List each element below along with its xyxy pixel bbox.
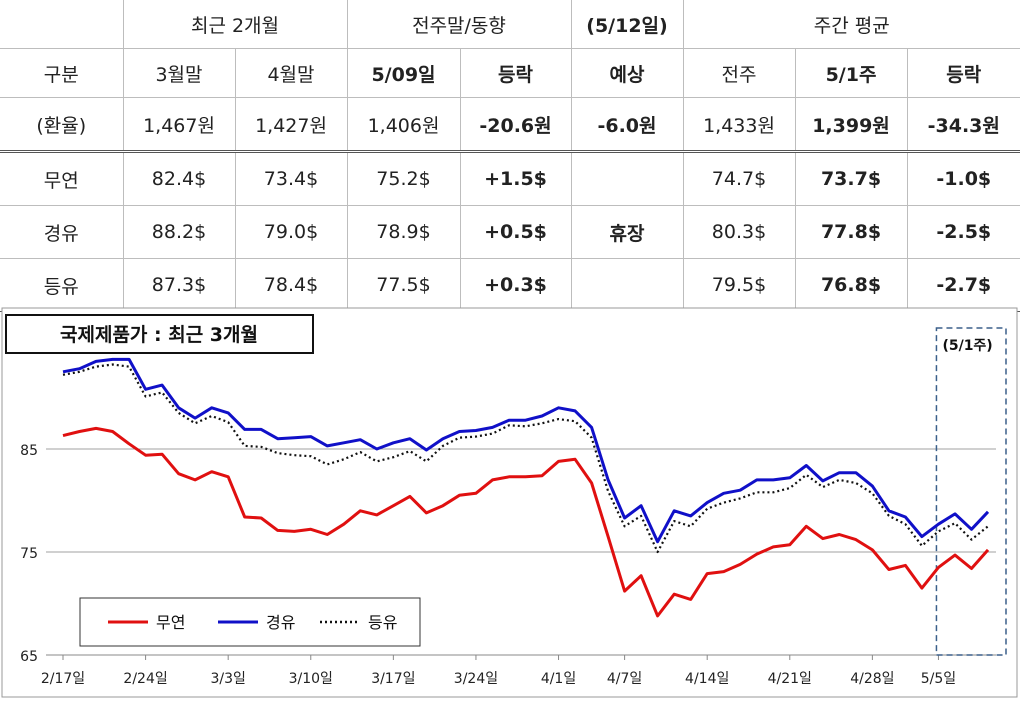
series-kerosene-line — [62, 363, 989, 554]
row-label: 무연 — [0, 151, 123, 206]
x-tick-label: 4/14일 — [685, 671, 729, 687]
x-tick-label: 2/24일 — [123, 671, 167, 687]
header-change2: 등락 — [906, 48, 1020, 98]
x-tick-label: 4/1일 — [541, 671, 576, 687]
week-highlight-box — [935, 327, 1007, 656]
cell-change2: -2.7$ — [906, 258, 1020, 312]
x-tick-label: 5/5일 — [921, 671, 956, 687]
cell-change2: -34.3원 — [906, 97, 1020, 153]
cell-prev: 80.3$ — [682, 205, 795, 259]
header-weekly-average: 주간 평균 — [682, 0, 1020, 49]
cell-prev: 1,433원 — [682, 97, 795, 153]
cell-forecast-blank — [570, 258, 683, 312]
row-label: 등유 — [0, 258, 123, 312]
cell-forecast-blank — [570, 151, 683, 206]
table-row-exchange: (환율) 1,467원 1,427원 1,406원 -20.6원 -6.0원 1… — [0, 97, 1020, 153]
header-apr-end: 4월말 — [234, 48, 347, 98]
price-chart-area: 65 75 85 2/17일 2/24일 3/3일 3/10일 3/17일 3/24일 4/1일 4… — [0, 306, 1020, 700]
table-row-gasoline: 무연 82.4$ 73.4$ 75.2$ +1.5$ 74.7$ 73.7$ -… — [0, 151, 1020, 206]
table-row-diesel: 경유 88.2$ 79.0$ 78.9$ +0.5$ 휴장 80.3$ 77.8… — [0, 205, 1020, 259]
y-tick-label: 75 — [20, 546, 38, 562]
legend-item-kerosene-label: 등유 — [368, 613, 397, 632]
cell-forecast-closed: 휴장 — [570, 205, 683, 259]
x-tick-label: 4/28일 — [850, 671, 894, 687]
x-tick-label: 4/7일 — [607, 671, 642, 687]
header-prev-week: 전주 — [682, 48, 795, 98]
header-blank — [0, 0, 123, 49]
header-prev-week-trend: 전주말/동향 — [346, 0, 571, 49]
cell-apr: 79.0$ — [234, 205, 347, 259]
cell-change: +1.5$ — [459, 151, 571, 206]
chart-title: 국제제품가 : 최근 3개월 — [60, 324, 258, 346]
table-row-kerosene: 등유 87.3$ 78.4$ 77.5$ +0.3$ 79.5$ 76.8$ -… — [0, 258, 1020, 312]
legend-item-gasoline-label: 무연 — [156, 613, 185, 632]
price-line-chart: 65 75 85 2/17일 2/24일 3/3일 3/10일 3/17일 3/24일 4/1일 4… — [1, 307, 1018, 698]
cell-date: 78.9$ — [346, 205, 460, 259]
row-label: (환율) — [0, 97, 123, 153]
x-tick-label: 3/3일 — [210, 671, 245, 687]
cell-change2: -2.5$ — [906, 205, 1020, 259]
cell-date: 77.5$ — [346, 258, 460, 312]
x-tick-label: 3/17일 — [371, 671, 415, 687]
cell-mar: 87.3$ — [122, 258, 235, 312]
y-tick-label: 85 — [20, 443, 38, 459]
chart-title-box: 국제제품가 : 최근 3개월 — [5, 314, 314, 354]
x-tick-label: 4/21일 — [768, 671, 812, 687]
cell-prev: 79.5$ — [682, 258, 795, 312]
x-tick-label: 3/24일 — [454, 671, 498, 687]
y-tick-label: 65 — [20, 649, 38, 665]
series-gasoline-line — [62, 426, 990, 618]
cell-week: 1,399원 — [794, 97, 907, 153]
legend-item-diesel-label: 경유 — [266, 613, 295, 632]
cell-change: +0.5$ — [459, 205, 571, 259]
cell-prev: 74.7$ — [682, 151, 795, 206]
header-change: 등락 — [459, 48, 571, 98]
header-forecast-date: (5/12일) — [570, 0, 683, 49]
cell-mar: 82.4$ — [122, 151, 235, 206]
header-mar-end: 3월말 — [122, 48, 235, 98]
x-tick-label: 3/10일 — [289, 671, 333, 687]
chart-legend: 무연 경유 등유 — [79, 597, 421, 647]
cell-change: +0.3$ — [459, 258, 571, 312]
x-tick-label: 2/17일 — [41, 671, 85, 687]
cell-change2: -1.0$ — [906, 151, 1020, 206]
price-summary-table: 최근 2개월 전주말/동향 (5/12일) 주간 평균 구분 3월말 4월말 5… — [0, 0, 1020, 312]
cell-week: 77.8$ — [794, 205, 907, 259]
header-week: 5/1주 — [794, 48, 907, 98]
cell-apr: 73.4$ — [234, 151, 347, 206]
cell-apr: 1,427원 — [234, 97, 347, 153]
cell-change: -20.6원 — [459, 97, 571, 153]
header-category: 구분 — [0, 48, 123, 98]
cell-mar: 88.2$ — [122, 205, 235, 259]
header-date: 5/09일 — [346, 48, 460, 98]
header-recent-2months: 최근 2개월 — [122, 0, 347, 49]
cell-forecast: -6.0원 — [570, 97, 683, 153]
cell-mar: 1,467원 — [122, 97, 235, 153]
week-highlight-label: (5/1주) — [942, 338, 992, 354]
row-label: 경유 — [0, 205, 123, 259]
header-forecast: 예상 — [570, 48, 683, 98]
cell-apr: 78.4$ — [234, 258, 347, 312]
series-diesel-line — [62, 357, 990, 544]
cell-date: 1,406원 — [346, 97, 460, 153]
cell-date: 75.2$ — [346, 151, 460, 206]
cell-week: 76.8$ — [794, 258, 907, 312]
cell-week: 73.7$ — [794, 151, 907, 206]
